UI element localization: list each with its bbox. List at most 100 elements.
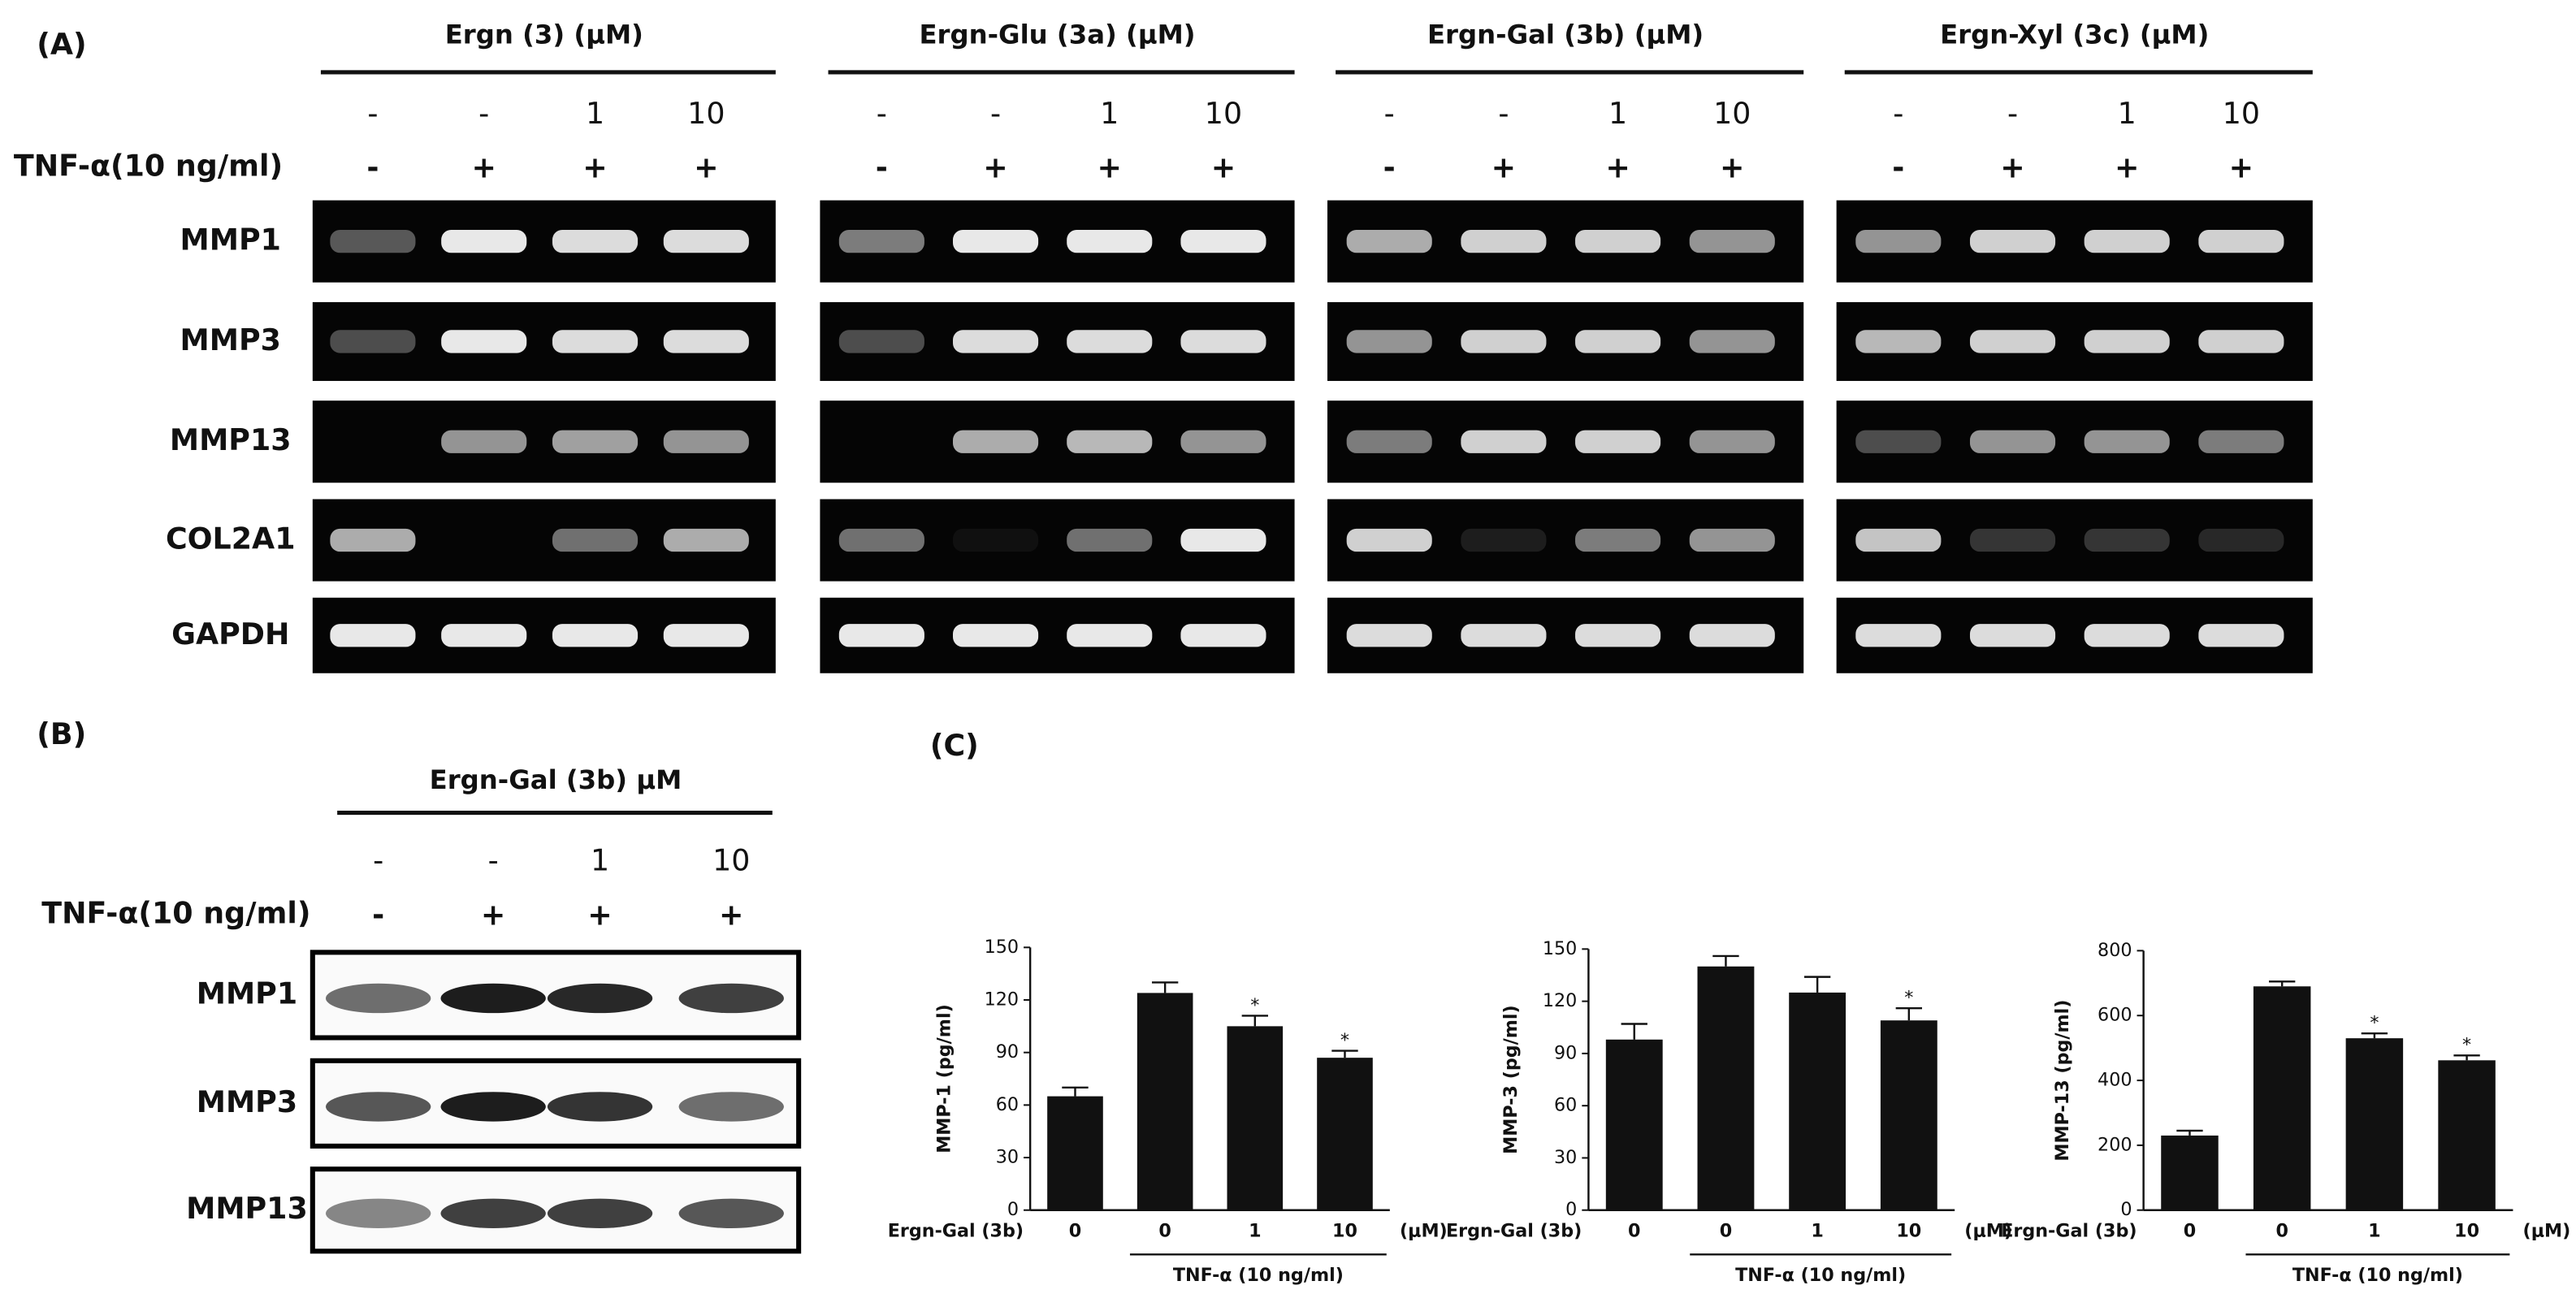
group-title: Ergn-Gal (3b) (μM) — [1427, 19, 1704, 50]
gel-band — [1067, 430, 1153, 453]
gel-band — [552, 330, 639, 353]
gel-band — [1067, 330, 1153, 353]
y-tick-label: 120 — [1543, 990, 1577, 1011]
bar — [2438, 1060, 2496, 1210]
gel-band — [1180, 528, 1266, 552]
tnf-sign: + — [471, 150, 496, 185]
gel-band — [1855, 430, 1942, 453]
gel-band — [1461, 229, 1547, 253]
gel-band — [1689, 528, 1775, 552]
gel-band — [953, 330, 1039, 353]
gel-band — [1689, 229, 1775, 253]
tnf-sign: + — [694, 150, 718, 185]
y-tick-label: 0 — [1565, 1199, 1577, 1220]
panel-label: (B) — [37, 716, 86, 751]
blot-title: Ergn-Gal (3b) μM — [430, 764, 682, 795]
x-tick-label: 0 — [1628, 1221, 1640, 1242]
gel-band — [2084, 624, 2170, 647]
gel-band — [2198, 528, 2284, 552]
bar — [1317, 1058, 1373, 1210]
y-tick-label: 600 — [2098, 1005, 2132, 1026]
gel-band — [1346, 330, 1432, 353]
blot-band — [547, 1092, 653, 1122]
group-label: TNF-α (10 ng/ml) — [1173, 1265, 1344, 1286]
gel-band — [663, 229, 749, 253]
gel-band — [330, 229, 416, 253]
row-label: Ergn-Gal (3b) — [1446, 1221, 1582, 1242]
dose-label: - — [990, 96, 1001, 131]
gel-band — [441, 624, 527, 647]
gel-band — [663, 528, 749, 552]
gel-band — [838, 624, 924, 647]
tnf-label: TNF-α(10 ng/ml) — [41, 895, 310, 930]
gel-band — [1969, 624, 2056, 647]
gel-band — [552, 430, 639, 453]
tnf-sign: - — [876, 150, 888, 185]
bar — [1605, 1039, 1663, 1210]
gel-band — [663, 330, 749, 353]
y-tick-label: 400 — [2098, 1070, 2132, 1091]
group-label: TNF-α (10 ng/ml) — [1735, 1265, 1906, 1286]
y-tick-label: 150 — [1543, 938, 1577, 959]
gel-band — [552, 528, 639, 552]
gel-band — [1855, 528, 1942, 552]
dose-label: - — [1893, 96, 1903, 131]
blot-band — [325, 983, 431, 1014]
gene-label: COL2A1 — [166, 522, 296, 556]
gel-band — [2198, 624, 2284, 647]
tnf-sign: - — [372, 897, 384, 932]
gel-band — [330, 528, 416, 552]
bar — [1880, 1020, 1937, 1210]
group-title: Ergn (3) (μM) — [445, 19, 643, 50]
gel-band — [1855, 229, 1942, 253]
tnf-sign: + — [719, 897, 743, 932]
significance-mark: * — [1340, 1030, 1349, 1051]
tnf-sign: + — [1605, 150, 1630, 185]
gel-band — [552, 229, 639, 253]
x-tick-label: 1 — [2368, 1221, 2380, 1242]
bar — [1227, 1026, 1284, 1210]
gene-label: MMP13 — [170, 422, 292, 457]
unit-label: (μM) — [1964, 1221, 2012, 1242]
gene-label: GAPDH — [171, 617, 289, 651]
bar — [2161, 1135, 2219, 1210]
tnf-sign: + — [2115, 150, 2139, 185]
gel-band — [1575, 624, 1661, 647]
dose-label: 1 — [586, 96, 604, 131]
tnf-label: TNF-α(10 ng/ml) — [14, 149, 283, 184]
bar — [2345, 1038, 2404, 1210]
dose-label: - — [1498, 96, 1509, 131]
bar — [2253, 986, 2311, 1210]
blot-band — [440, 1198, 546, 1228]
gel-band — [441, 430, 527, 453]
gel-band — [1969, 229, 2056, 253]
tnf-sign: + — [582, 150, 607, 185]
gel-band — [2198, 430, 2284, 453]
panel-label: (A) — [37, 27, 86, 62]
protein-label: MMP1 — [197, 976, 297, 1011]
y-tick-label: 0 — [1007, 1199, 1019, 1220]
blot-band — [547, 1198, 653, 1228]
gel-band — [1969, 430, 2056, 453]
x-tick-label: 0 — [2184, 1221, 2196, 1242]
gel-band — [1067, 624, 1153, 647]
y-tick-label: 30 — [996, 1147, 1019, 1168]
gel-band — [1346, 430, 1432, 453]
gel-band — [1461, 430, 1547, 453]
gel-band — [1689, 430, 1775, 453]
gel-band — [1461, 624, 1547, 647]
y-axis-title: MMP-1 (pg/ml) — [934, 1004, 955, 1153]
dose-label: - — [478, 96, 489, 131]
gel-band — [330, 624, 416, 647]
bar — [1697, 966, 1755, 1210]
tnf-sign: - — [1383, 150, 1396, 185]
blot-band — [440, 1092, 546, 1122]
gel-band — [2198, 229, 2284, 253]
y-tick-label: 200 — [2098, 1134, 2132, 1155]
protein-label: MMP13 — [186, 1191, 308, 1226]
significance-mark: * — [2370, 1013, 2379, 1034]
gel-band — [1346, 528, 1432, 552]
tnf-sign: + — [2229, 150, 2253, 185]
x-tick-label: 0 — [2275, 1221, 2288, 1242]
